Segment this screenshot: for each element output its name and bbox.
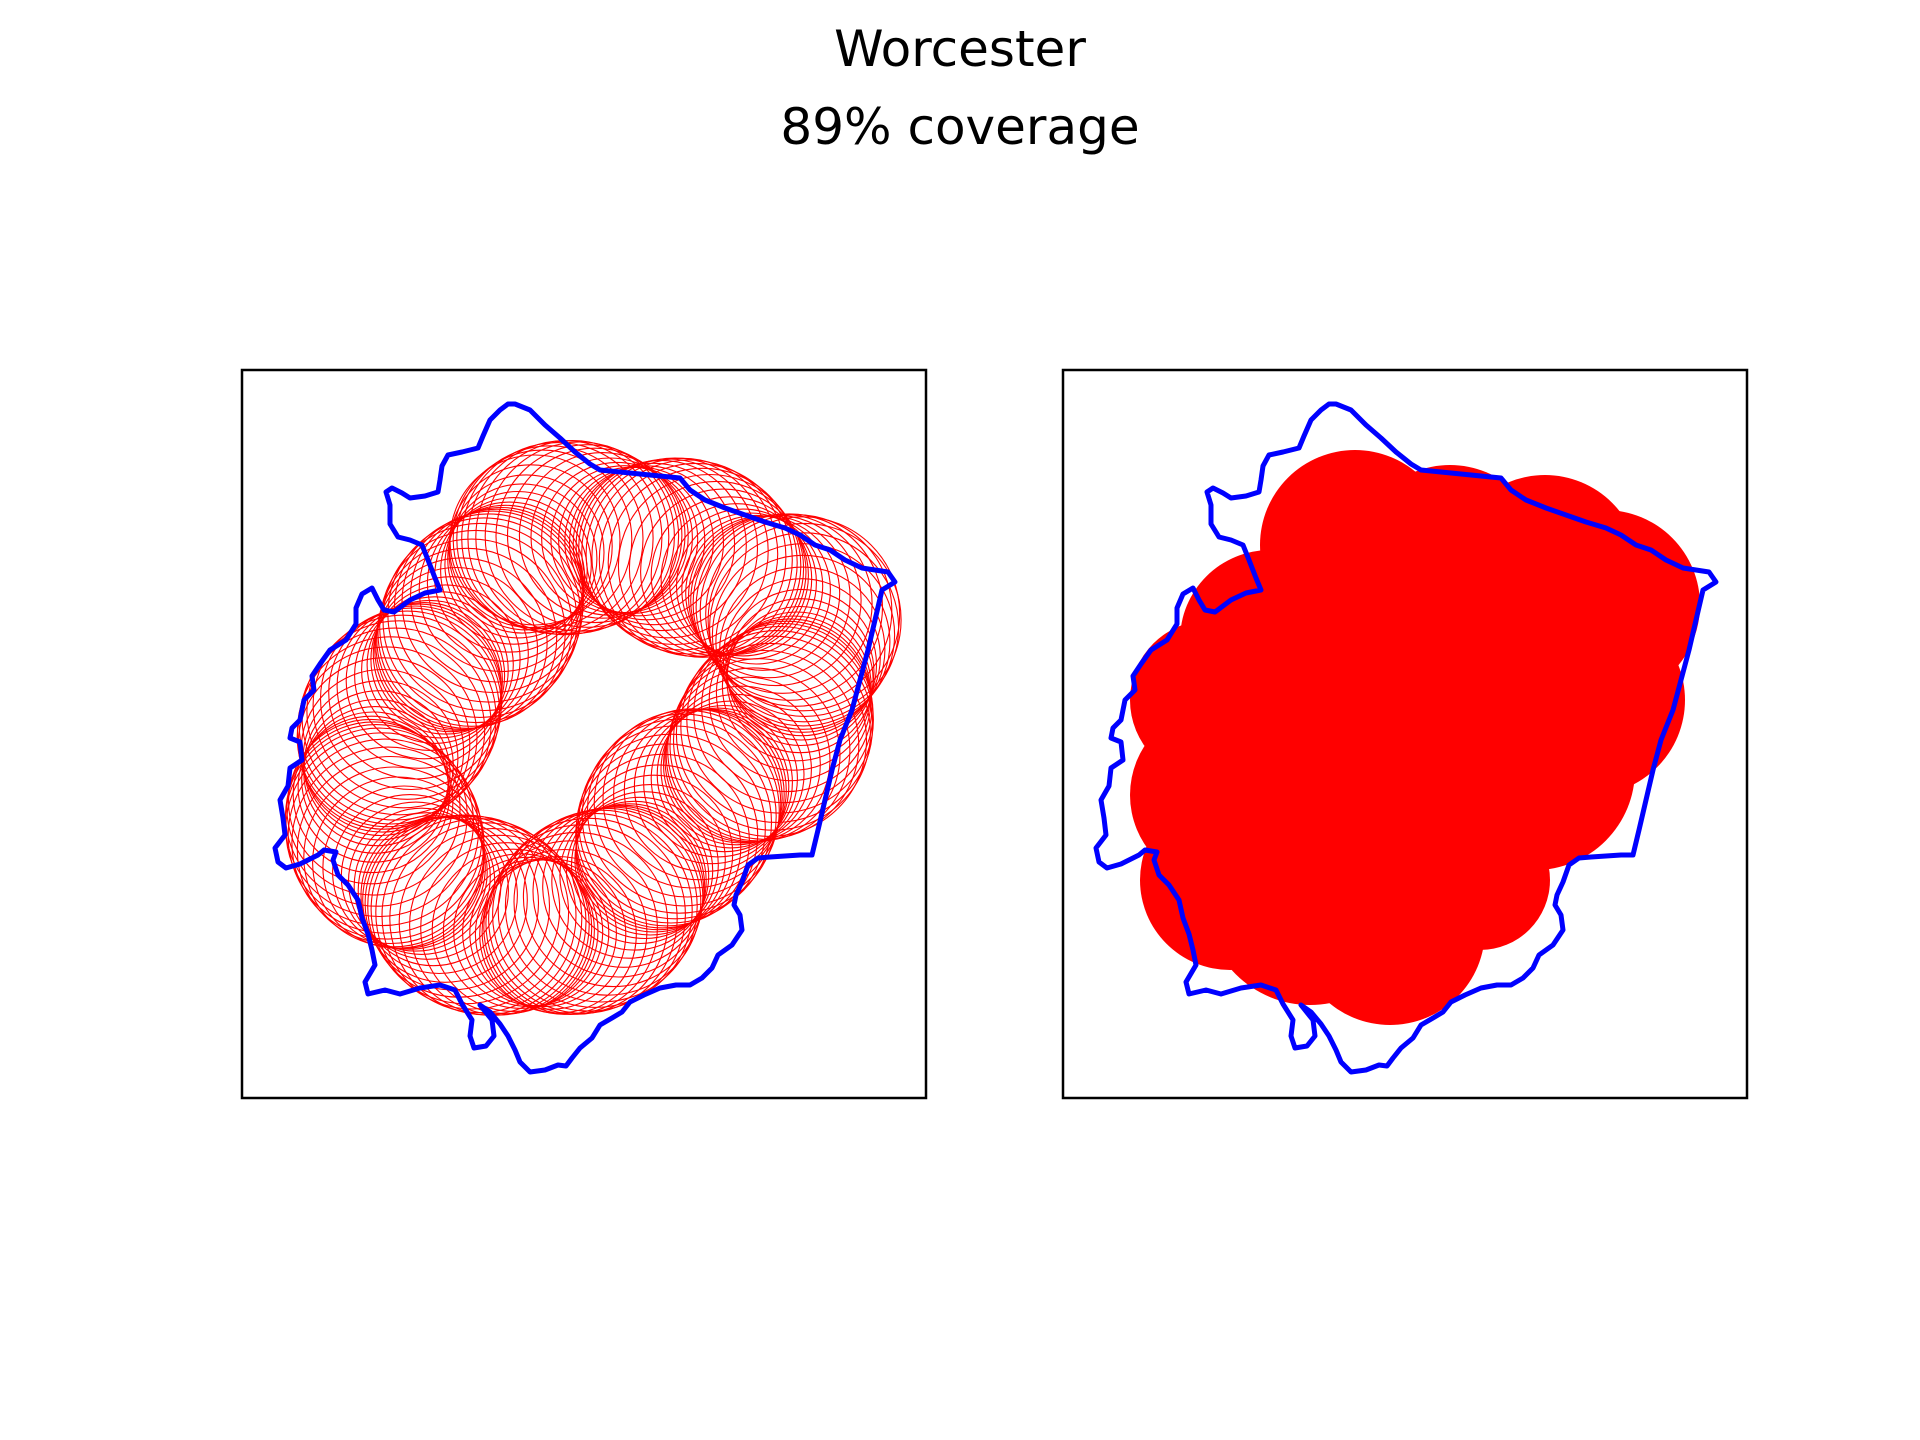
coverage-circle [475,440,670,635]
coverage-circle [292,715,451,874]
coverage-circle [656,700,805,849]
coverage-disc [1130,620,1290,780]
coverage-circle [585,457,779,651]
coverage-circle [681,514,831,665]
coverage-circle [575,774,734,933]
coverage-circle [602,708,783,889]
panel-right [1061,368,1749,1100]
coverage-disc [1390,570,1610,790]
coverage-circle [617,473,802,658]
coverage-circle [332,794,488,950]
coverage-circle [370,814,561,1005]
coverage-circle [448,474,605,631]
coverage-circle [456,445,644,633]
coverage-circle [336,603,502,769]
coverage-circle [285,724,468,907]
coverage-circle [440,497,588,645]
coverage-circle [607,467,798,658]
coverage-circle [360,816,518,975]
coverage-circle [375,557,548,730]
coverage-circle [431,848,595,1012]
coverage-circle [372,576,529,733]
coverage-circle [660,693,812,846]
coverage-circle [291,746,485,940]
coverage-circle [448,464,613,629]
coverage-circles-outline [284,440,902,1016]
coverage-circle [345,602,503,760]
coverage-circle [570,791,719,940]
coverage-circle [376,547,558,729]
coverage-circle [574,784,726,936]
coverage-circle [504,809,698,1003]
coverage-circle [709,532,900,723]
panel-left-frame [240,368,928,1100]
coverage-circle [426,504,584,662]
coverage-circle [522,806,704,988]
coverage-circle [286,721,461,896]
figure-subtitle: 89% coverage [780,98,1140,156]
coverage-circle [542,804,706,968]
coverage-circle [721,611,872,762]
coverage-circle [550,465,699,614]
coverage-circle [675,635,871,831]
coverage-circle [447,483,598,634]
coverage-circle [707,522,902,717]
coverage-circle [301,706,449,854]
coverage-circle [495,444,680,628]
coverage-circle [565,796,714,945]
coverage-circle [481,848,648,1015]
coverage-circle [474,858,627,1010]
coverage-circle [530,457,689,616]
coverage-circle [387,517,582,712]
coverage-circle [379,529,573,724]
coverage-circle [497,812,693,1008]
city-boundary-left [272,401,898,1075]
figure-title: Worcester [834,20,1086,78]
coverage-circle [353,812,502,960]
coverage-circle [444,490,592,639]
coverage-circle [361,596,509,744]
city-boundary-right [1093,401,1719,1075]
coverage-circle [420,842,593,1015]
coverage-disc [1410,810,1550,950]
coverage-circle [711,543,896,727]
coverage-circle [541,461,693,614]
coverage-circle [532,805,705,978]
coverage-circle [518,452,686,619]
coverage-circle [287,718,454,885]
coverage-circle [664,676,831,843]
coverage-circle [374,566,539,731]
coverage-circle [722,578,881,737]
coverage-circle [669,508,817,657]
coverage-circle [715,554,891,730]
coverage-circle [705,516,901,712]
panel-left [240,368,928,1100]
coverage-circle [650,704,798,853]
coverage-circle [551,803,707,959]
